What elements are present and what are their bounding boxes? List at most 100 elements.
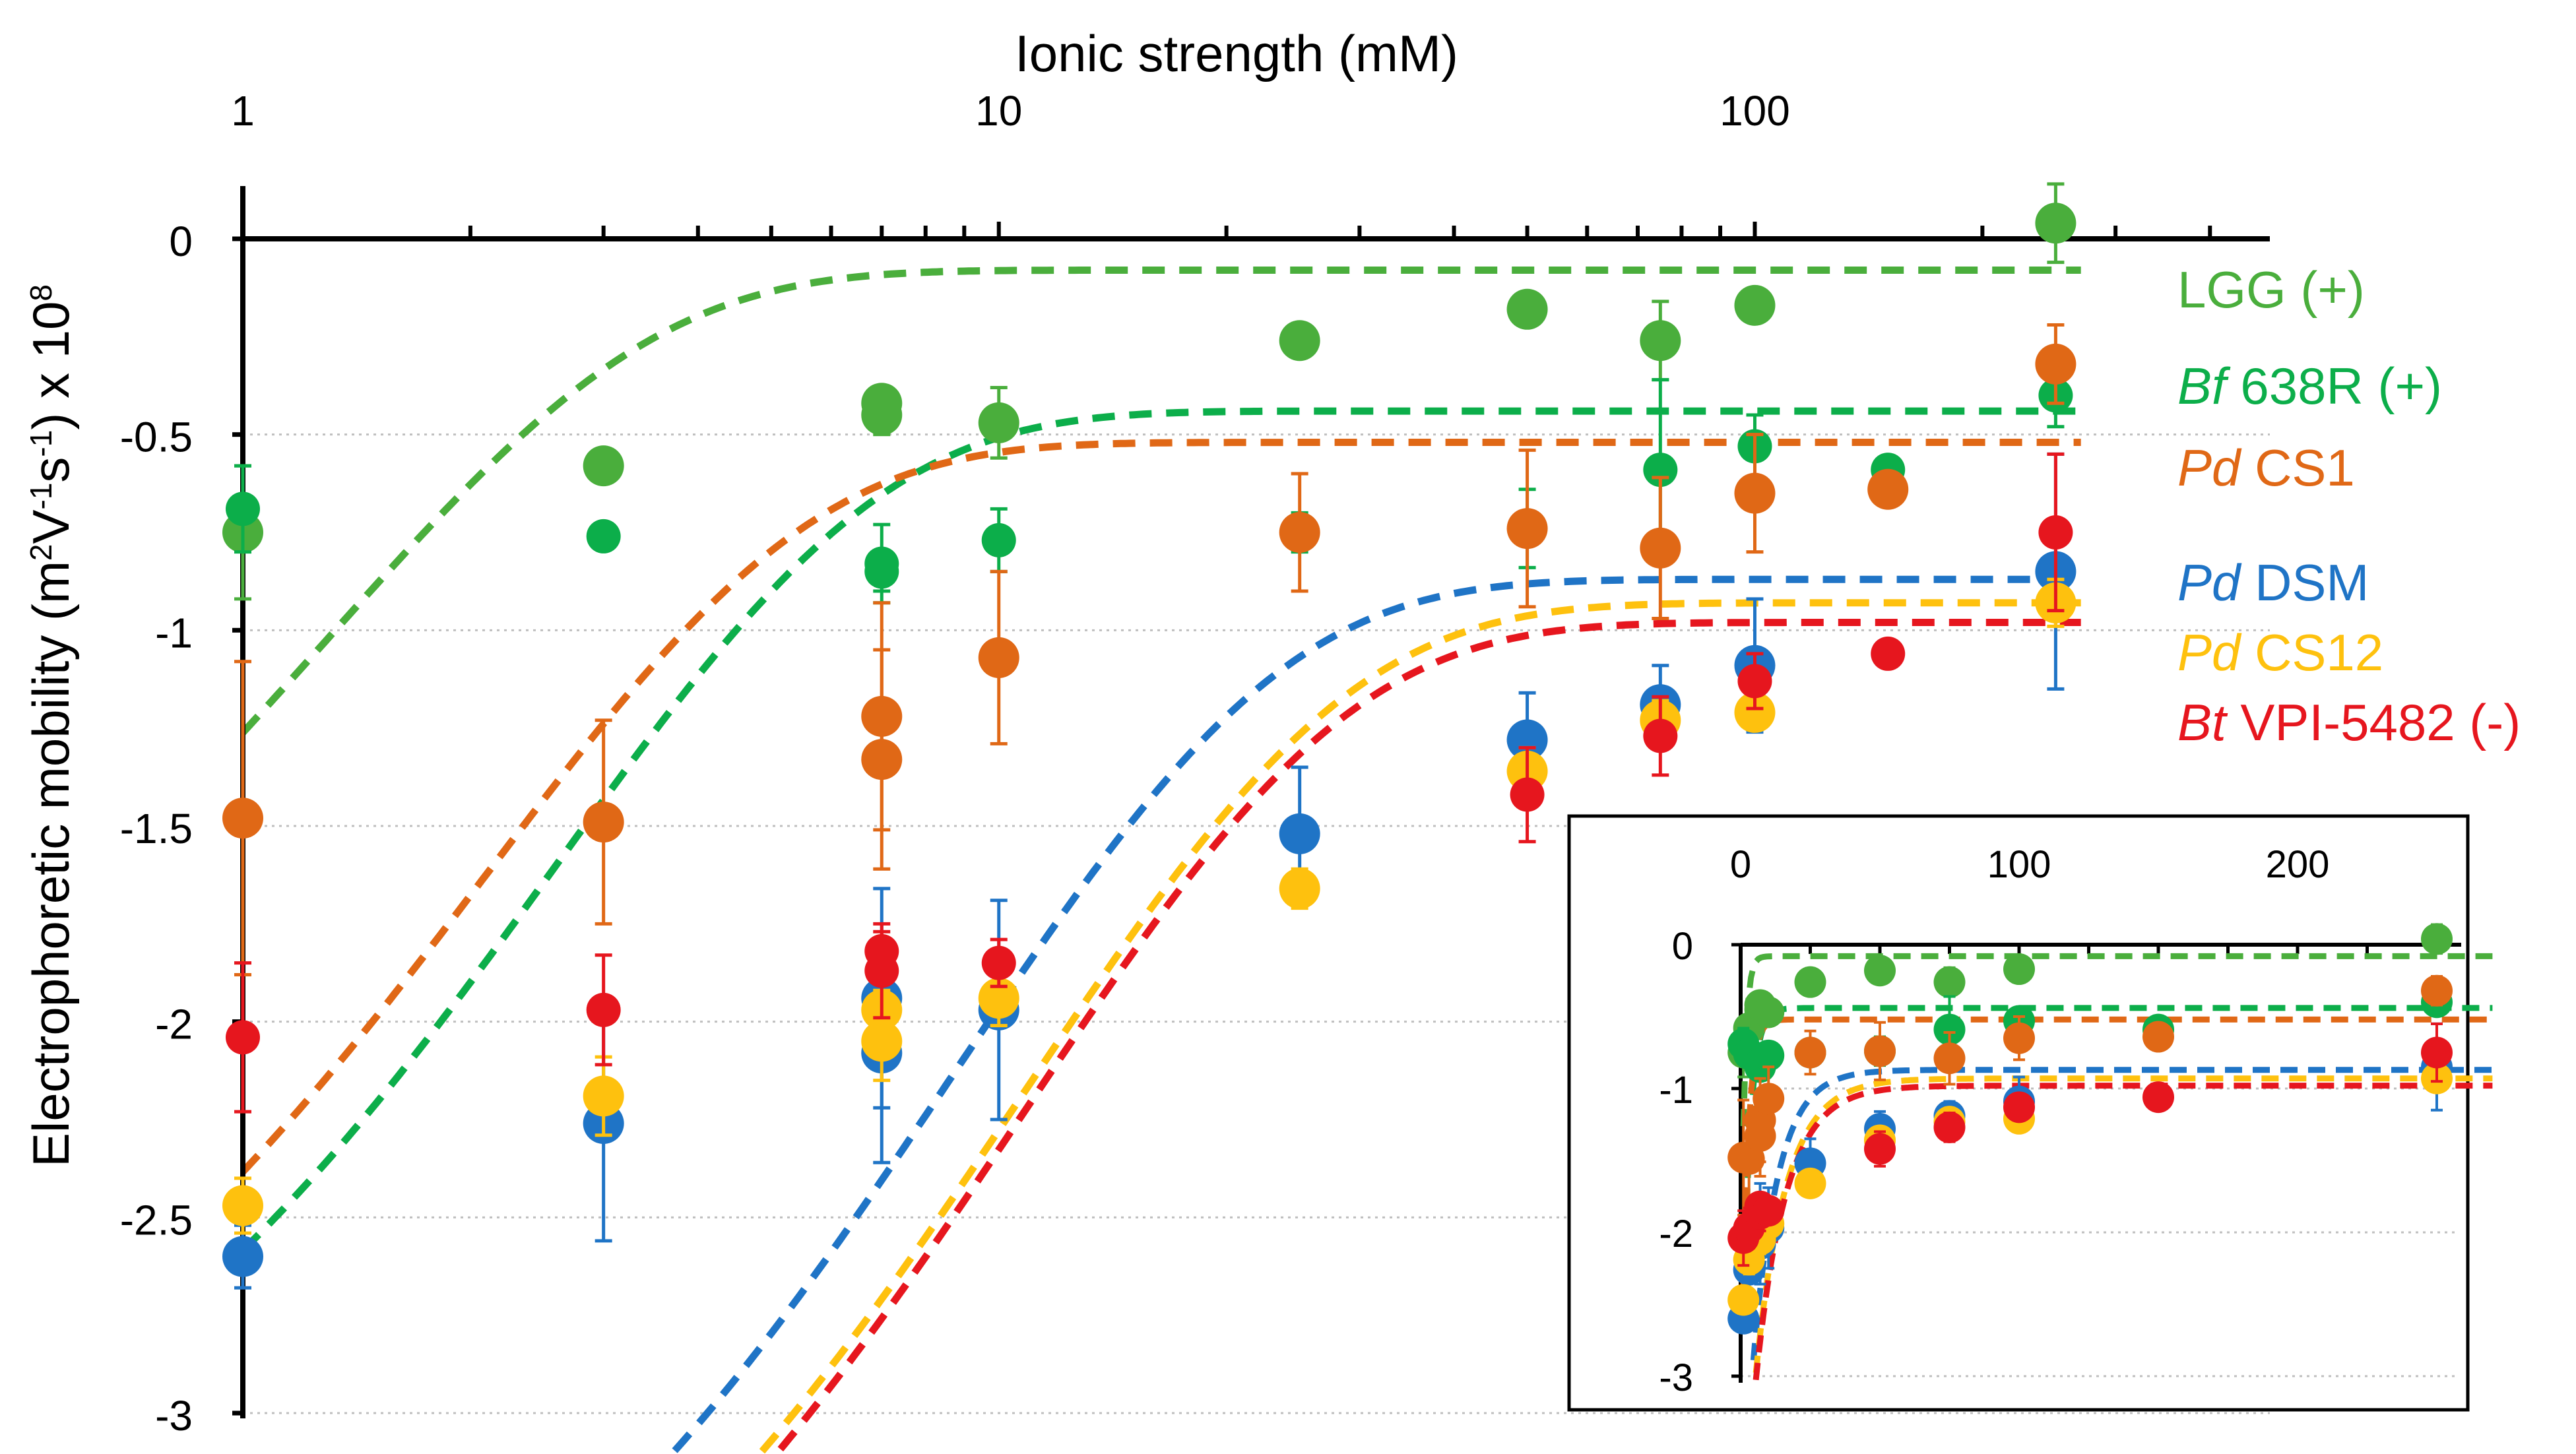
data-point (1640, 320, 1681, 362)
fit-curve-4 (759, 599, 2081, 1454)
data-point (1279, 868, 1320, 909)
data-point (864, 546, 899, 581)
inset-data-point (2421, 923, 2453, 955)
inset-chart: 0 -1 -2 -3 0 100 200 (1567, 814, 2493, 1412)
inset-y-tick-label: -2 (1659, 1213, 1693, 1255)
inset-data-point (1933, 1013, 1966, 1046)
inset-data-point (2421, 1036, 2453, 1069)
inset-data-point (1753, 1195, 1785, 1227)
inset-data-point (1933, 1042, 1966, 1075)
data-point (1279, 320, 1320, 362)
inset-data-point (1864, 1035, 1896, 1067)
data-point (981, 945, 1016, 980)
inset-y-tick-label: -3 (1659, 1356, 1693, 1399)
fit-curve-1 (240, 407, 2081, 1253)
data-point (2038, 515, 2073, 550)
data-point (222, 1185, 263, 1226)
inset-x-tick-label: 0 (1730, 843, 1751, 886)
inset-data-point (1753, 996, 1785, 1028)
inset-fit-curve-0 (1740, 953, 2493, 1127)
fit-curve-0 (240, 267, 2081, 736)
inset-data-point (2003, 1091, 2035, 1123)
inset-data-point (2003, 953, 2035, 986)
inset-data-point (1727, 1284, 1760, 1316)
inset-data-point (1794, 1036, 1826, 1069)
legend-entry: Bt VPI-5482 (-) (2177, 693, 2521, 751)
data-point (861, 1021, 903, 1062)
main-fit-curves (240, 267, 2081, 1454)
data-point (586, 992, 621, 1027)
inset-fit-curve-5 (1753, 1083, 2493, 1381)
data-point (583, 1075, 624, 1117)
inset-data-point (1753, 1083, 1785, 1115)
y-tick-label: -1.5 (120, 805, 193, 852)
data-point (1510, 777, 1545, 812)
data-point (978, 978, 1019, 1019)
legend-entry: Pd CS12 (2177, 623, 2383, 681)
inset-fit-curve-3 (1750, 1067, 2493, 1361)
inset-data-point (1794, 1167, 1826, 1199)
data-point (1734, 284, 1776, 326)
data-point (861, 739, 903, 780)
inset-data-point (1864, 955, 1896, 987)
main-data-markers (222, 182, 2077, 1290)
inset-data-point (2003, 1022, 2035, 1054)
inset-fit-curve-4 (1753, 1075, 2493, 1374)
legend-entry: Pd DSM (2177, 553, 2369, 612)
inset-fit-curve-1 (1740, 1005, 2493, 1317)
data-point (1734, 691, 1776, 733)
legend: LGG (+) Bf 638R (+) Pd CS1 Pd DSM Pd CS12 Bt … (2177, 261, 2521, 751)
data-point (981, 522, 1016, 557)
data-point (2035, 203, 2077, 244)
legend-entry: Bf 638R (+) (2177, 357, 2442, 415)
data-point (864, 933, 899, 968)
inset-data-point (2421, 974, 2453, 1007)
inset-data-point (2142, 1081, 2174, 1114)
inset-fit-curve-2 (1740, 1016, 2493, 1288)
x-tick-label: 100 (1720, 87, 1790, 135)
legend-entry: Pd CS1 (2177, 439, 2355, 497)
x-axis-title: Ionic strength (mM) (1015, 24, 1458, 82)
inset-y-tick-label: 0 (1672, 925, 1693, 968)
inset-y-tick-label: -1 (1659, 1069, 1693, 1112)
inset-data-point (1933, 966, 1966, 998)
data-point (1279, 813, 1320, 854)
x-tick-label: 1 (231, 87, 255, 135)
inset-x-tick-label: 100 (1987, 843, 2051, 886)
legend-entry: LGG (+) (2177, 261, 2365, 319)
data-point (586, 519, 621, 553)
data-point (1734, 472, 1776, 514)
data-point (226, 1020, 260, 1055)
data-point (583, 802, 624, 843)
data-point (1643, 718, 1678, 753)
data-point (2035, 343, 2077, 385)
inset-data-point (1744, 1120, 1776, 1152)
y-tick-label: 0 (169, 218, 193, 265)
inset-data-point (2142, 1021, 2174, 1053)
y-tick-label: -1 (155, 609, 193, 656)
y-axis-title: Electrophoretic mobility (m2V-1s-1) x 10… (22, 284, 80, 1167)
data-point (861, 383, 903, 424)
y-tick-label: -2.5 (120, 1196, 193, 1244)
inset-data-point (1753, 1039, 1785, 1071)
inset-data-point (1794, 966, 1826, 998)
y-tick-label: -3 (155, 1392, 193, 1439)
y-tick-label: -0.5 (120, 414, 193, 461)
fit-curve-3 (672, 575, 2081, 1453)
fit-curve-2 (240, 439, 2081, 1174)
data-point (1867, 468, 1909, 510)
data-point (222, 798, 263, 839)
inset-data-point (1933, 1111, 1966, 1143)
main-axis-labels: Ionic strength (mM) Electrophoretic mobi… (22, 24, 1790, 1439)
data-point (1279, 512, 1320, 553)
data-point (222, 1236, 263, 1277)
data-point (1640, 527, 1681, 569)
y-tick-label: -2 (155, 1001, 193, 1048)
data-point (1871, 636, 1906, 671)
data-point (583, 445, 624, 487)
data-point (1506, 719, 1548, 761)
data-point (1506, 288, 1548, 330)
x-tick-label: 10 (975, 87, 1022, 135)
inset-data-point (1864, 1133, 1896, 1165)
